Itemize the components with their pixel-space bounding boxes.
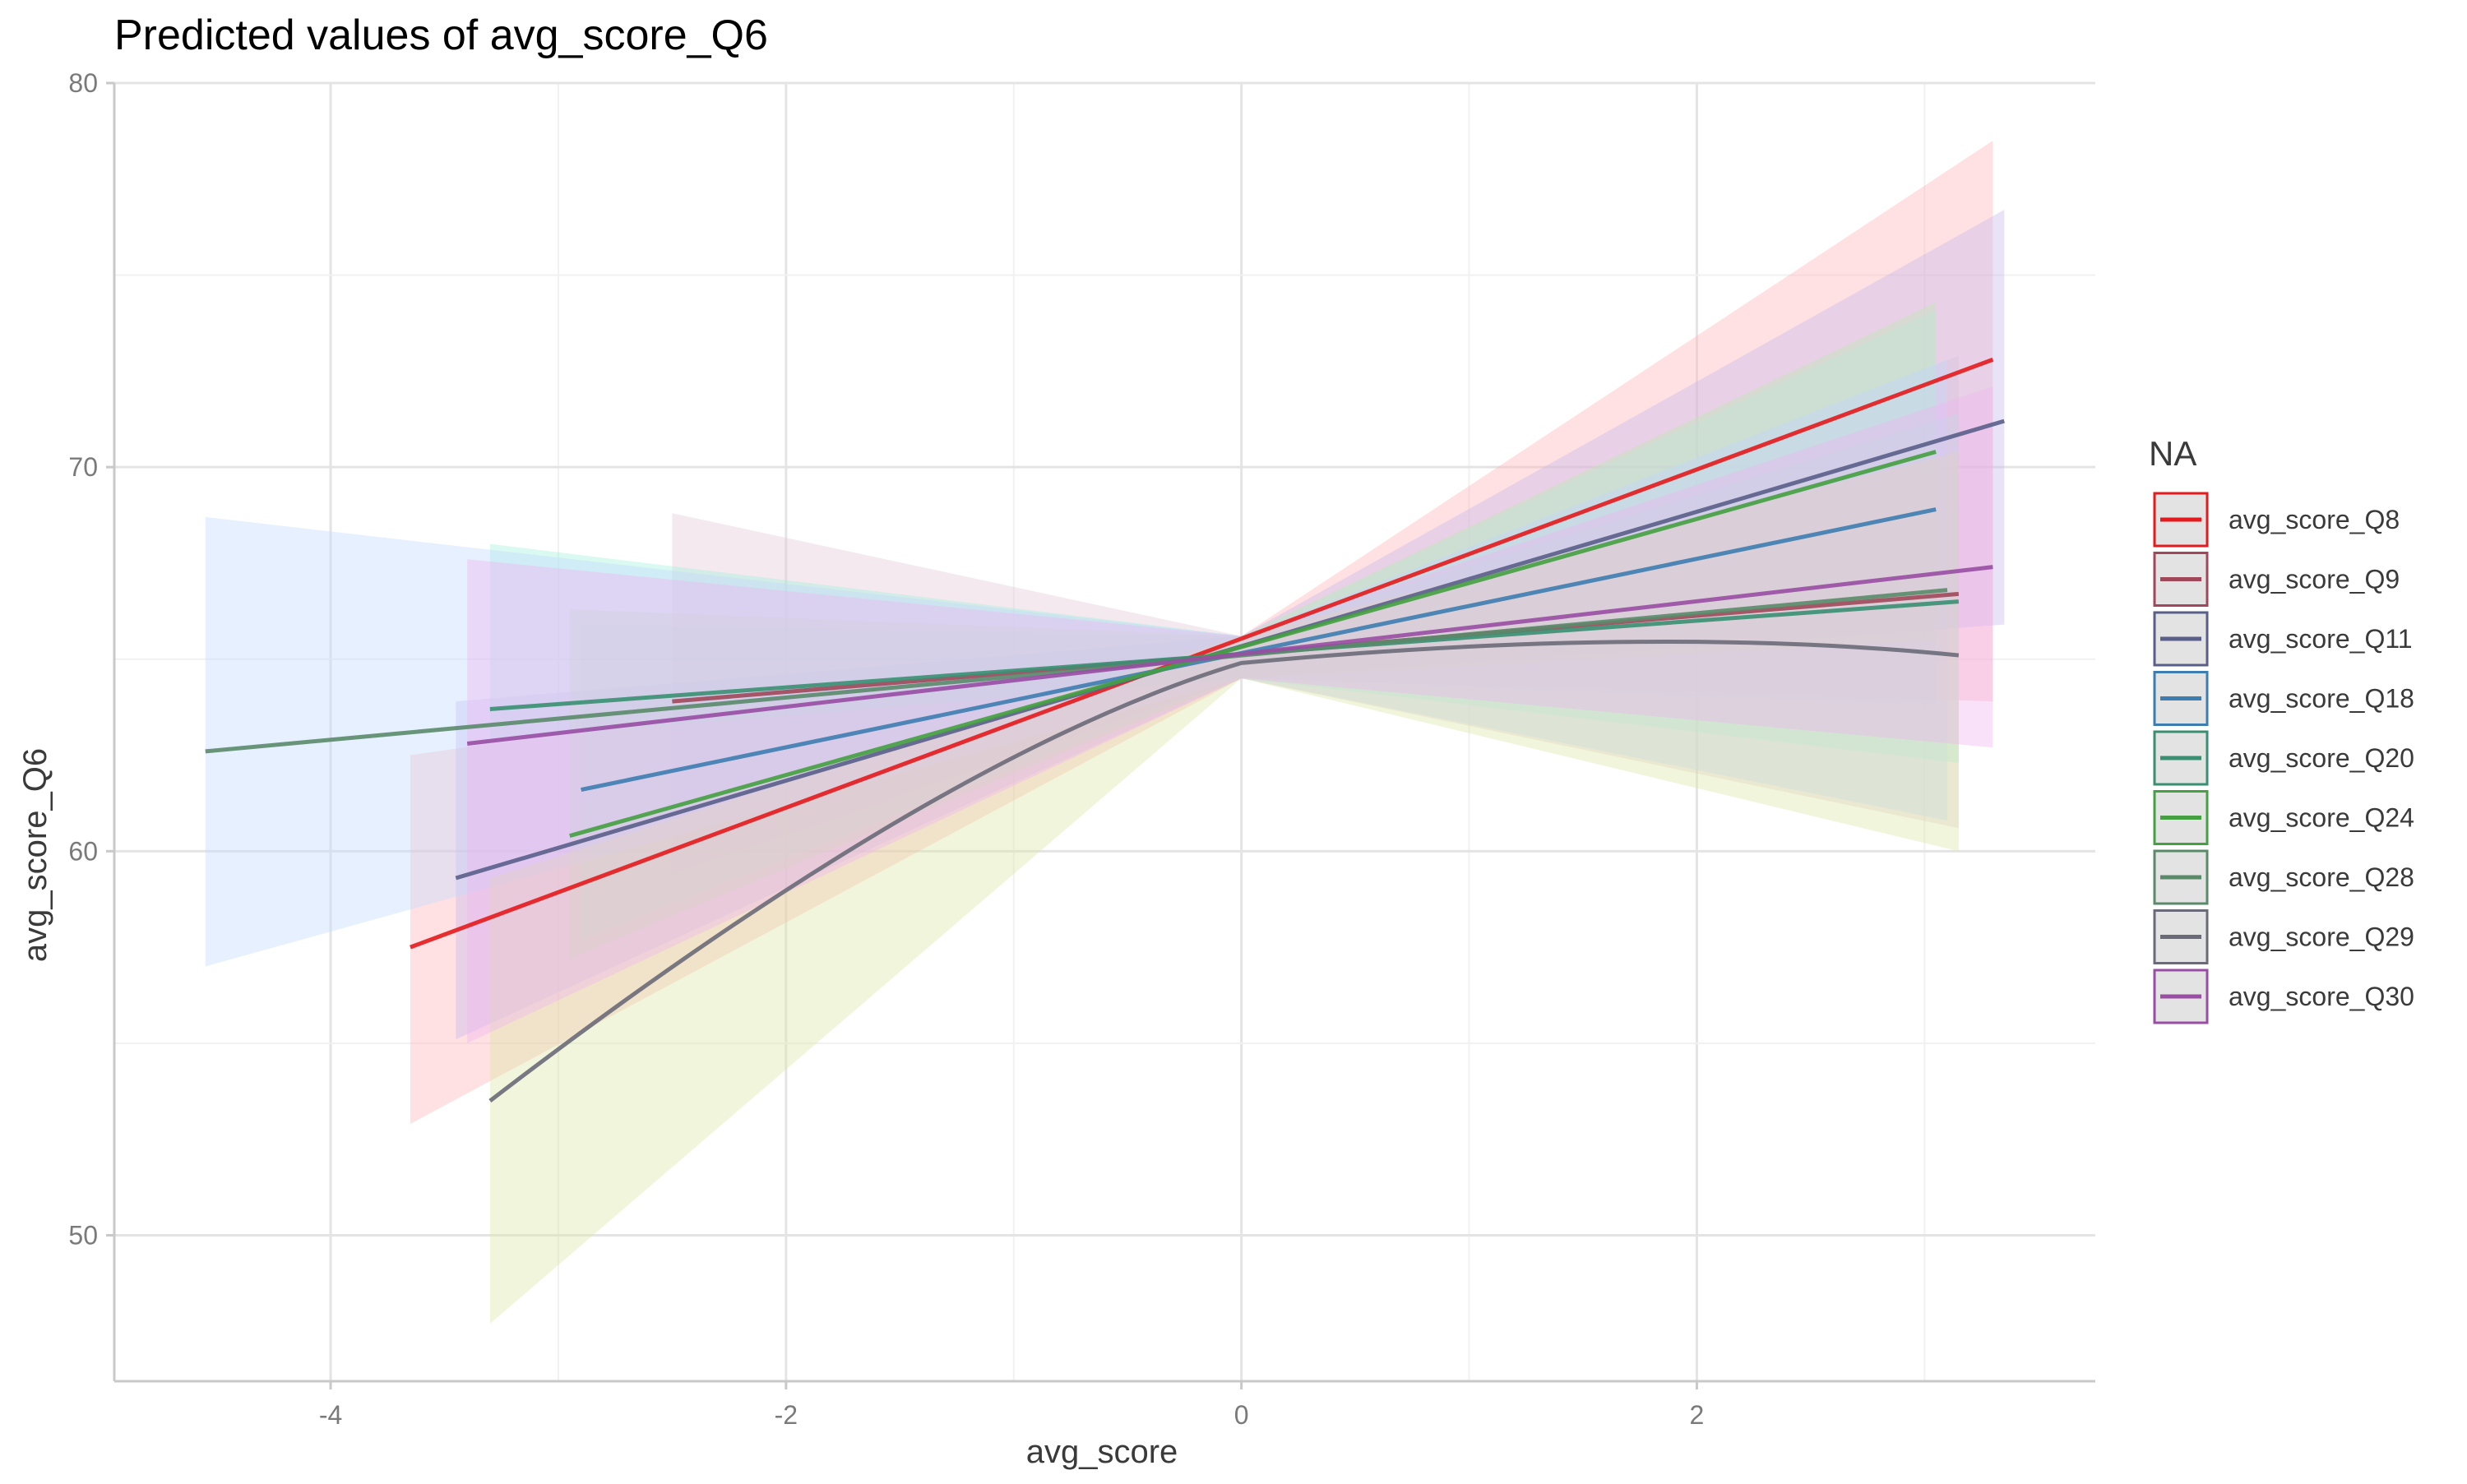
series-line-avg-score-Q24 — [569, 450, 1937, 839]
confidence-band-avg-score-Q11 — [456, 210, 2005, 1040]
legend-item: avg_score_Q28 — [2153, 849, 2414, 905]
x-tick-label: -2 — [775, 1400, 798, 1430]
legend-item: avg_score_Q20 — [2153, 730, 2414, 786]
x-tick-label: -4 — [319, 1400, 342, 1430]
chart-title: Predicted values of avg_score_Q6 — [114, 12, 768, 59]
y-tick-label: 70 — [68, 452, 98, 482]
x-tick-label: 2 — [1690, 1400, 1705, 1430]
legend-title: NA — [2149, 434, 2196, 473]
y-tick-label: 80 — [68, 68, 98, 98]
legend-label: avg_score_Q29 — [2229, 922, 2414, 952]
series-line-avg-score-Q8 — [410, 358, 1994, 950]
legend-item: avg_score_Q18 — [2153, 671, 2414, 726]
x-tick-label: 0 — [1234, 1400, 1249, 1430]
legend-item: avg_score_Q29 — [2153, 909, 2414, 964]
legend-item: avg_score_Q11 — [2153, 611, 2413, 667]
axes: -4 -2 0 2 50 60 70 80 — [68, 68, 2095, 1430]
y-tick-label: 50 — [68, 1220, 98, 1250]
legend-item: avg_score_Q30 — [2153, 969, 2414, 1024]
legend-item: avg_score_Q24 — [2153, 790, 2414, 845]
legend-label: avg_score_Q9 — [2229, 565, 2400, 594]
legend-label: avg_score_Q11 — [2229, 624, 2413, 654]
legend-item: avg_score_Q8 — [2153, 492, 2400, 548]
y-tick-label: 60 — [68, 836, 98, 866]
series-lines — [205, 358, 2005, 1103]
legend: NA avg_score_Q8 avg_score_Q9 avg_score_Q11… — [2149, 434, 2414, 1024]
confidence-band-avg-score-Q29 — [489, 451, 1959, 1324]
y-axis-title: avg_score_Q6 — [17, 748, 53, 962]
legend-label: avg_score_Q8 — [2229, 505, 2400, 534]
series-line-avg-score-Q18 — [581, 507, 1937, 793]
confidence-band-avg-score-Q24 — [569, 302, 1937, 959]
confidence-band-avg-score-Q30 — [467, 386, 1993, 1043]
series-line-avg-score-Q28 — [205, 588, 1948, 754]
legend-label: avg_score_Q30 — [2229, 982, 2414, 1011]
confidence-band-avg-score-Q20 — [489, 413, 1959, 763]
legend-label: avg_score_Q24 — [2229, 803, 2414, 833]
legend-label: avg_score_Q20 — [2229, 743, 2414, 773]
x-axis-title: avg_score — [1026, 1434, 1178, 1470]
grid — [114, 81, 2095, 1381]
legend-label: avg_score_Q28 — [2229, 862, 2414, 892]
legend-item: avg_score_Q9 — [2153, 552, 2400, 607]
confidence-band-avg-score-Q18 — [581, 309, 1937, 940]
legend-label: avg_score_Q18 — [2229, 684, 2414, 714]
confidence-bands — [205, 141, 2005, 1324]
legend-items: avg_score_Q8 avg_score_Q9 avg_score_Q11avg… — [2153, 492, 2414, 1024]
series-line-avg-score-Q29 — [488, 639, 1960, 1103]
series-line-avg-score-Q30 — [466, 565, 1993, 746]
confidence-band-avg-score-Q9 — [672, 355, 1959, 875]
